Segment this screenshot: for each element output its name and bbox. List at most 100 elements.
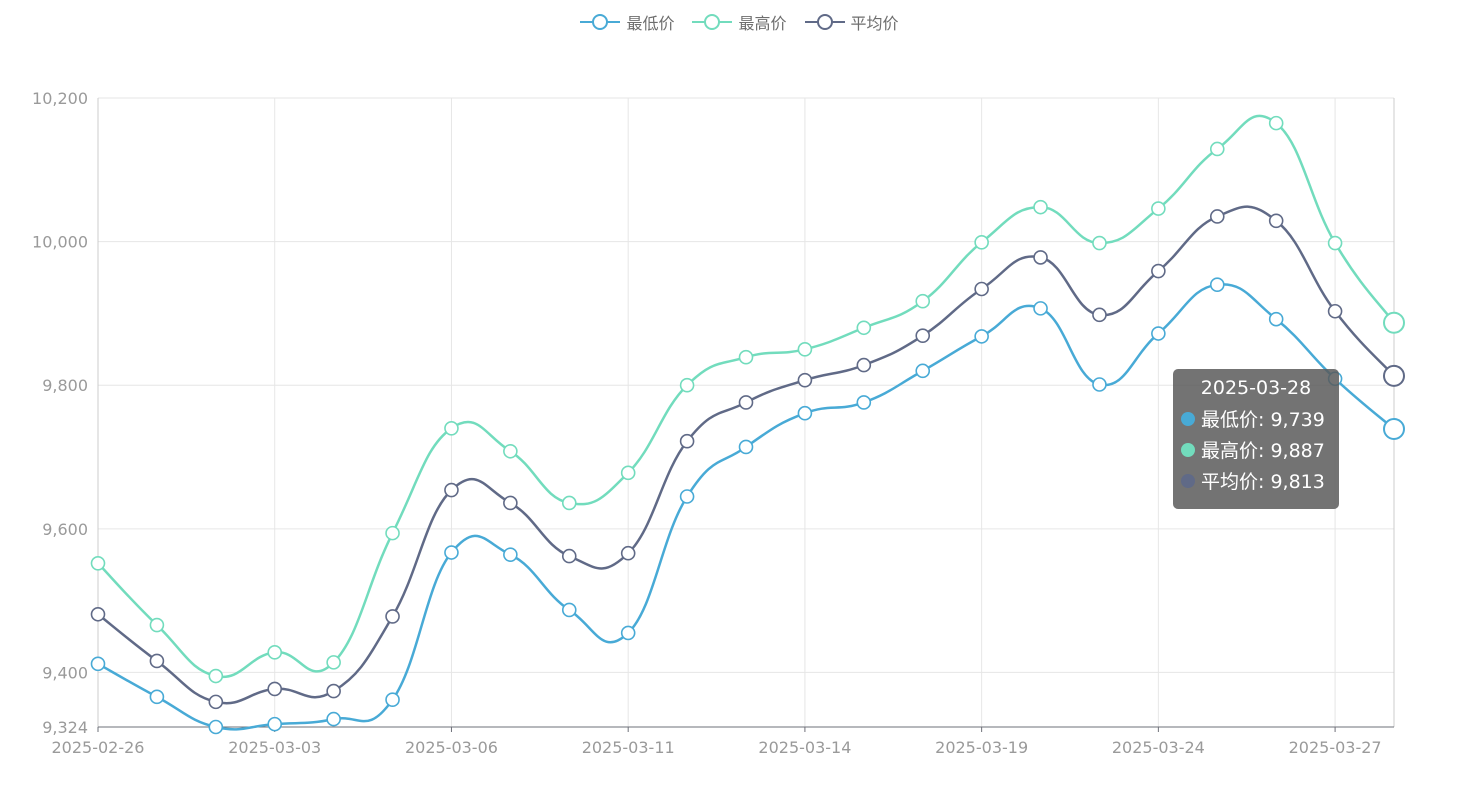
series-max-point: [974, 235, 989, 250]
tooltip-row-min: 最低价: 9,739: [1181, 403, 1331, 434]
series-min-point: [1092, 377, 1107, 392]
series-avg-point: [1268, 213, 1284, 229]
x-tick-label: 2025-03-11: [582, 738, 675, 757]
x-tick-label: 2025-03-24: [1112, 738, 1205, 757]
series-min-point: [679, 489, 695, 504]
tooltip-min-dot: [1181, 411, 1195, 426]
series-min-point: [90, 656, 106, 672]
series-max-point: [385, 525, 400, 541]
series-max-point: [856, 320, 872, 336]
series-max-point: [679, 377, 695, 393]
legend-item-min[interactable]: 最低价: [580, 10, 674, 34]
series-min-point: [738, 439, 754, 455]
series-min-point: [326, 711, 341, 727]
tooltip-avg-dot: [1181, 473, 1195, 488]
series-min-point: [385, 692, 400, 708]
series-avg-point: [856, 357, 872, 373]
series-max-point: [149, 617, 165, 633]
series-max-point: [1268, 115, 1284, 131]
series-max-point: [738, 349, 754, 365]
series-min-point: [444, 545, 459, 560]
series-max-point: [1092, 235, 1107, 251]
y-tick-label: 9,600: [42, 520, 88, 539]
legend-max-icon: [692, 14, 733, 30]
series-min-point: [1151, 326, 1166, 341]
series-max-point: [208, 668, 224, 684]
series-min-point: [1033, 301, 1048, 316]
series-min-point: [267, 716, 283, 732]
series-min-point: [503, 547, 518, 562]
series-avg-point: [738, 395, 754, 410]
series-avg-point: [561, 548, 577, 564]
series-max-point: [915, 293, 931, 309]
series-avg-point: [679, 433, 695, 449]
series-min-point: [856, 395, 872, 410]
series-avg-point: [620, 545, 636, 561]
series-min-point: [1209, 277, 1225, 292]
x-tick-label: 2025-03-06: [405, 738, 498, 757]
x-tick-label: 2025-03-19: [935, 738, 1028, 757]
x-tick-label: 2025-03-14: [758, 738, 851, 757]
y-tick-label: 9,800: [42, 376, 88, 395]
series-avg-point: [267, 681, 283, 697]
y-tick-label: 10,200: [32, 89, 88, 108]
series-avg-point: [1327, 303, 1343, 319]
series-max-point: [1033, 199, 1048, 215]
tooltip-min-label: 最低价: 9,739: [1201, 409, 1325, 431]
x-tick-label: 2025-03-03: [228, 738, 321, 757]
legend-item-max[interactable]: 最高价: [692, 10, 787, 34]
legend-item-avg[interactable]: 平均价: [804, 10, 899, 34]
series-max-point: [797, 342, 813, 357]
series-avg-point: [974, 281, 989, 297]
x-tick-label: 2025-02-26: [52, 738, 145, 757]
series-avg-point: [1092, 307, 1107, 323]
series-avg-point: [1151, 263, 1166, 279]
series-max-point: [561, 495, 577, 511]
series-min-point: [797, 405, 813, 421]
tooltip-row-max: 最高价: 9,887: [1181, 434, 1331, 465]
tooltip-max-label: 最高价: 9,887: [1201, 440, 1325, 462]
series-max-point: [503, 443, 518, 459]
series-avg-point: [326, 683, 341, 699]
legend-label-min: 最低价: [626, 14, 675, 33]
y-tick-label: 9,400: [42, 663, 88, 682]
tooltip-max-dot: [1181, 442, 1195, 457]
series-min-point: [915, 363, 931, 379]
series-max-point: [1151, 201, 1166, 216]
series-max-point: [1209, 141, 1225, 157]
tooltip-title: 2025-03-28: [1200, 377, 1312, 399]
series-avg-point: [1383, 364, 1405, 387]
series-min-point: [1268, 311, 1284, 327]
series-avg-point: [444, 482, 459, 498]
series-avg-point: [503, 495, 518, 511]
series-avg-point: [1033, 250, 1048, 265]
series-avg-point: [149, 653, 165, 669]
series-avg-point: [1209, 209, 1225, 224]
tooltip-avg-label: 平均价: 9,813: [1201, 471, 1325, 493]
series-max-point: [1383, 311, 1405, 334]
series-min-point: [620, 625, 636, 641]
series-max-point: [444, 420, 459, 436]
tooltip-row-avg: 平均价: 9,813: [1181, 465, 1331, 496]
legend: 最低价 最高价 平均价: [0, 8, 1479, 36]
x-tick-label: 2025-03-27: [1289, 738, 1382, 757]
series-max-line: [97, 114, 1396, 679]
series-min-point: [561, 602, 577, 618]
series-avg-point: [385, 609, 400, 624]
series-avg-point: [208, 694, 224, 710]
y-tick-label: 10,000: [32, 233, 88, 252]
y-tick-label: 9,324: [42, 718, 88, 737]
legend-avg-icon: [804, 14, 845, 30]
legend-label-max: 最高价: [738, 14, 787, 33]
series-min-point: [1383, 418, 1405, 441]
series-max-point: [90, 555, 106, 571]
series-avg-point: [797, 372, 813, 388]
tooltip: 2025-03-28 最低价: 9,739 最高价: 9,887 平均价: 9,…: [1173, 369, 1339, 509]
series-max-point: [326, 655, 341, 670]
series-avg-point: [90, 606, 106, 622]
legend-label-avg: 平均价: [850, 14, 899, 33]
series-min-point: [974, 329, 989, 344]
series-max-point: [267, 645, 283, 660]
series-min-point: [208, 719, 224, 735]
